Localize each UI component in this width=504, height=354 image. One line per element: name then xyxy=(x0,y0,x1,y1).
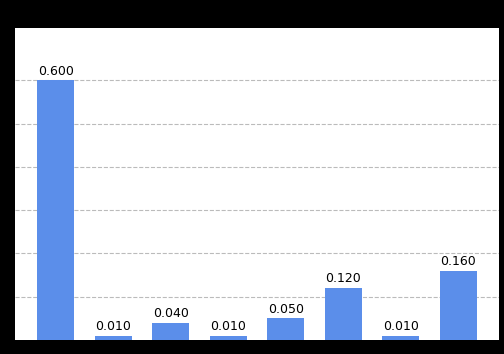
Bar xyxy=(152,322,190,340)
Text: 0.120: 0.120 xyxy=(326,272,361,285)
Bar xyxy=(267,318,304,340)
Bar xyxy=(382,336,419,340)
Text: 0.050: 0.050 xyxy=(268,303,304,316)
Text: 0.010: 0.010 xyxy=(95,320,131,333)
Bar xyxy=(95,336,132,340)
Bar xyxy=(37,80,75,340)
Text: 0.040: 0.040 xyxy=(153,307,188,320)
Text: 0.010: 0.010 xyxy=(210,320,246,333)
Bar xyxy=(439,270,477,340)
Bar xyxy=(210,336,247,340)
Text: 0.010: 0.010 xyxy=(383,320,419,333)
Text: 0.600: 0.600 xyxy=(38,65,74,78)
Text: 0.160: 0.160 xyxy=(440,255,476,268)
Bar xyxy=(325,288,362,340)
